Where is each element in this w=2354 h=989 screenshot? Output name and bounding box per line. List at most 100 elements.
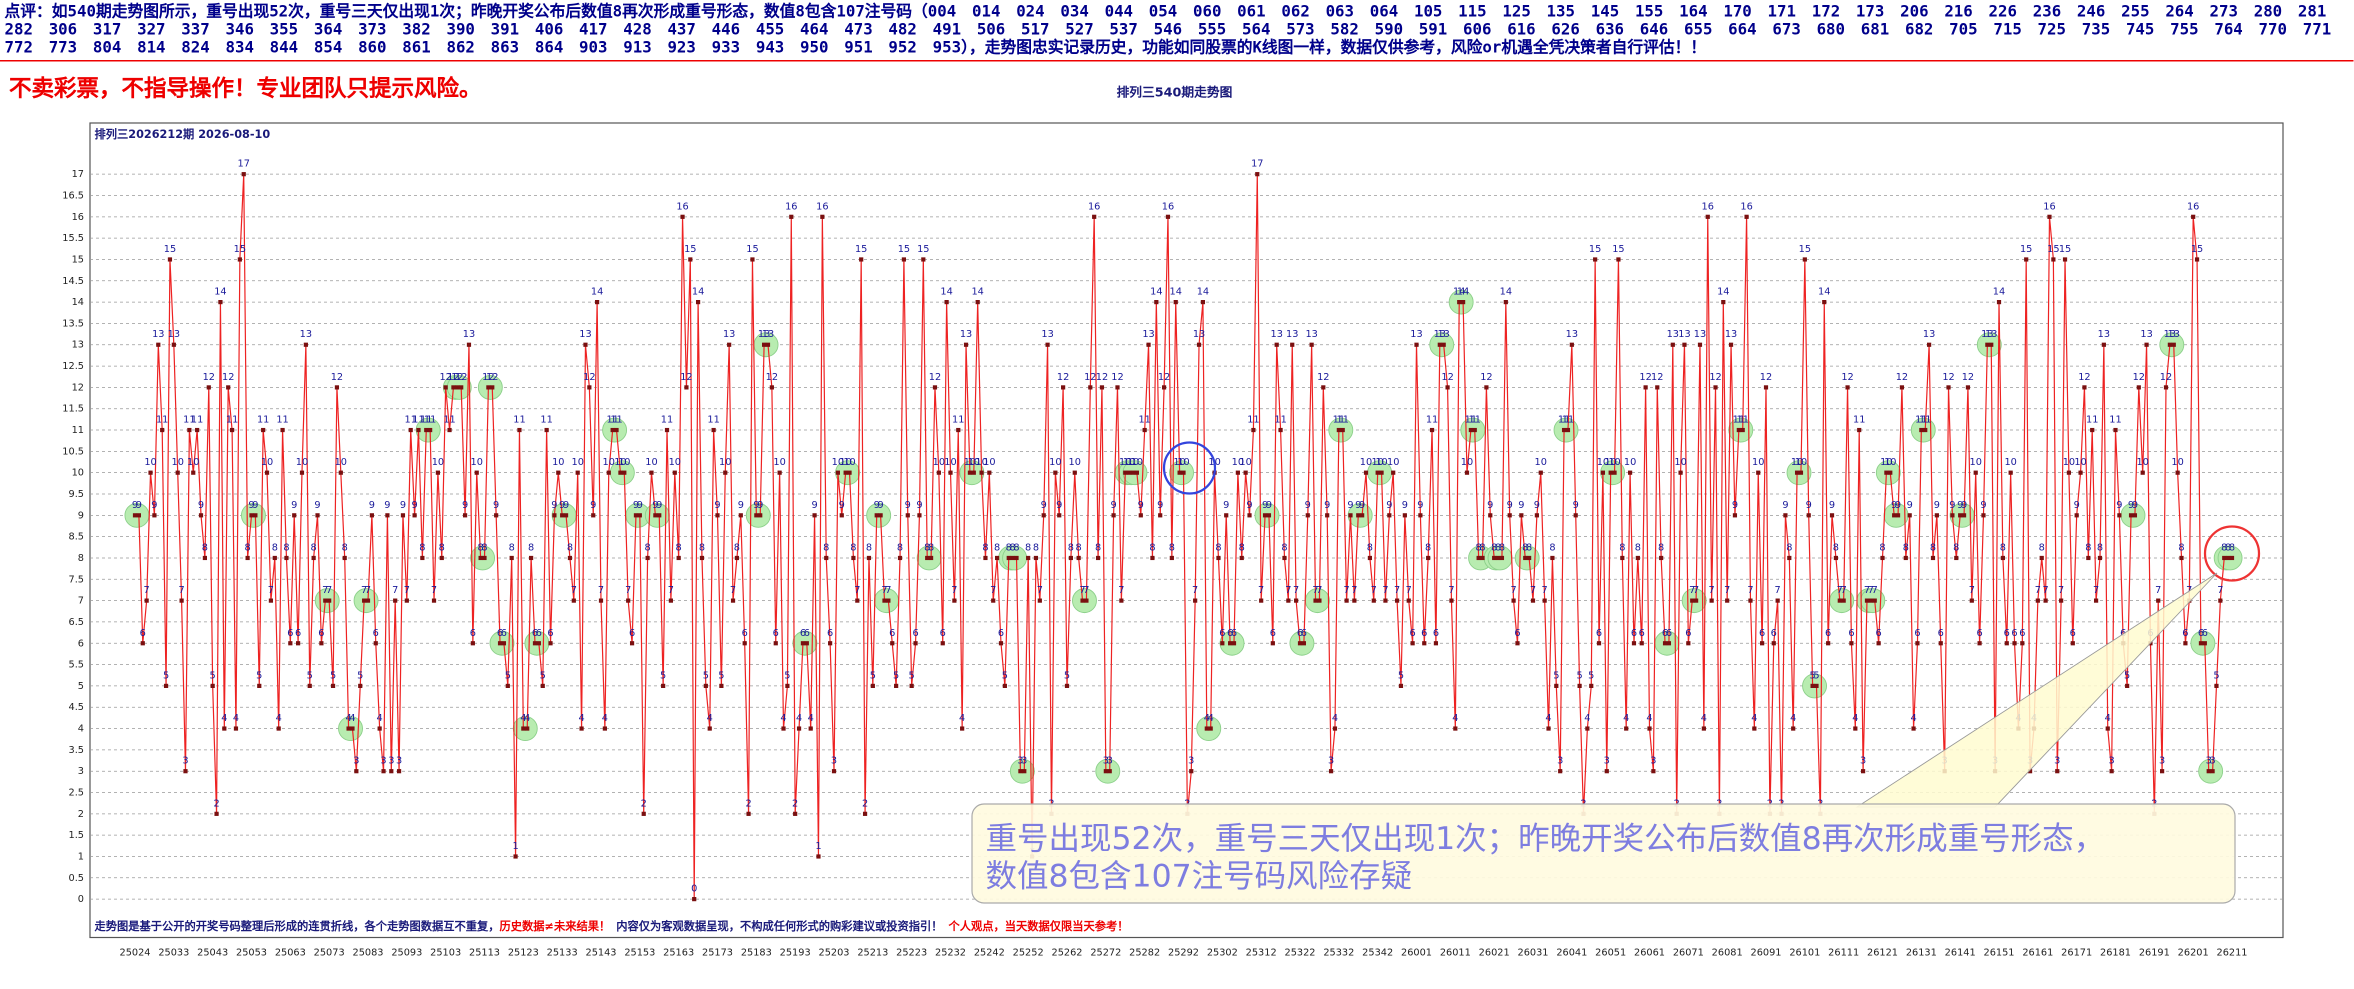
point: [824, 555, 829, 561]
point: [2043, 598, 2048, 603]
data-label: 12: [1111, 372, 1123, 383]
point: [963, 342, 969, 347]
x-tick-label: 26141: [1945, 948, 1976, 959]
point: [167, 257, 173, 262]
point: [1262, 513, 1268, 518]
data-label: 16: [2043, 201, 2055, 212]
data-label: 8: [2085, 542, 2091, 553]
data-label: 7: [1709, 585, 1715, 596]
data-label: 9: [1957, 500, 1963, 511]
data-label: 6: [1301, 628, 1307, 639]
point: [404, 598, 409, 603]
point: [1798, 470, 1804, 475]
point: [855, 598, 860, 603]
data-label: 9: [1534, 500, 1540, 511]
data-label: 9: [551, 500, 557, 511]
point: [1713, 385, 1718, 390]
point: [626, 598, 631, 603]
data-label: 3: [1103, 756, 1109, 767]
data-label: 9: [563, 500, 569, 511]
data-label: 3: [2159, 756, 2165, 767]
data-label: 7: [1872, 585, 1878, 596]
data-label: 16: [676, 201, 688, 212]
point: [486, 385, 491, 390]
data-label: 4: [1452, 713, 1458, 724]
data-label: 12: [1639, 372, 1651, 383]
point: [2082, 385, 2087, 390]
data-label: 3: [1860, 756, 1866, 767]
data-label: 10: [144, 457, 156, 468]
data-label: 7: [1864, 585, 1870, 596]
y-tick-label: 11: [72, 425, 84, 436]
data-label: 11: [226, 415, 238, 426]
point: [804, 641, 809, 646]
point: [1616, 257, 1621, 262]
point: [284, 555, 289, 561]
data-label: 9: [1961, 500, 1967, 511]
point: [1837, 598, 1842, 603]
point: [1472, 427, 1477, 433]
point: [1958, 513, 1963, 518]
point: [1593, 257, 1598, 262]
x-tick-label: 25242: [974, 948, 1005, 959]
data-label: 7: [2035, 585, 2041, 596]
point: [1744, 214, 1749, 219]
data-label: 7: [1351, 585, 1357, 596]
point: [1231, 641, 1237, 646]
data-label: 7: [1285, 585, 1291, 596]
point: [1810, 683, 1815, 689]
data-label: 4: [959, 713, 965, 724]
data-label: 8: [1006, 542, 1012, 553]
data-label: 8: [1495, 542, 1501, 553]
data-label: 10: [1123, 457, 1135, 468]
point: [633, 513, 639, 518]
point: [882, 598, 887, 603]
point: [2008, 470, 2013, 475]
point: [890, 641, 895, 646]
data-label: 8: [342, 542, 348, 553]
data-label: 9: [1056, 500, 1062, 511]
y-tick-label: 7.5: [68, 574, 84, 585]
point: [1480, 555, 1485, 561]
data-label: 8: [1033, 542, 1039, 553]
data-label: 6: [295, 628, 301, 639]
data-label: 14: [1170, 287, 1182, 298]
data-label: 9: [874, 500, 880, 511]
data-label: 6: [827, 628, 833, 639]
point: [1624, 726, 1629, 731]
point: [715, 513, 720, 518]
x-tick-label: 26001: [1401, 948, 1432, 959]
data-label: 7: [2093, 585, 2099, 596]
data-label: 13: [1985, 329, 1997, 340]
point: [264, 470, 270, 475]
point: [812, 513, 817, 518]
data-label: 12: [482, 372, 494, 383]
data-label: 9: [384, 500, 390, 511]
data-label: 13: [1434, 329, 1446, 340]
data-label: 9: [633, 500, 639, 511]
point: [1849, 641, 1854, 646]
data-label: 2: [745, 798, 751, 809]
point: [1860, 769, 1866, 774]
data-label: 13: [168, 329, 180, 340]
data-label: 9: [1417, 500, 1423, 511]
data-label: 8: [734, 542, 740, 553]
data-label: 11: [1138, 415, 1150, 426]
point: [1604, 769, 1609, 774]
data-label: 5: [330, 670, 336, 681]
point: [2194, 257, 2200, 262]
data-label: 10: [1173, 457, 1185, 468]
note-part: 内容仅为客观数据呈现，不构成任何形式的购彩建议或投资指引！: [616, 919, 942, 933]
data-label: 15: [1799, 244, 1811, 255]
point: [692, 897, 697, 902]
data-label: 4: [221, 713, 227, 724]
data-label: 9: [1324, 500, 1330, 511]
data-label: 14: [971, 287, 983, 298]
data-label: 12: [331, 372, 343, 383]
point: [470, 641, 475, 646]
data-label: 11: [952, 415, 964, 426]
data-label: 8: [866, 542, 872, 553]
point: [1294, 598, 1299, 603]
data-label: 3: [388, 756, 394, 767]
data-label: 8: [1879, 542, 1885, 553]
